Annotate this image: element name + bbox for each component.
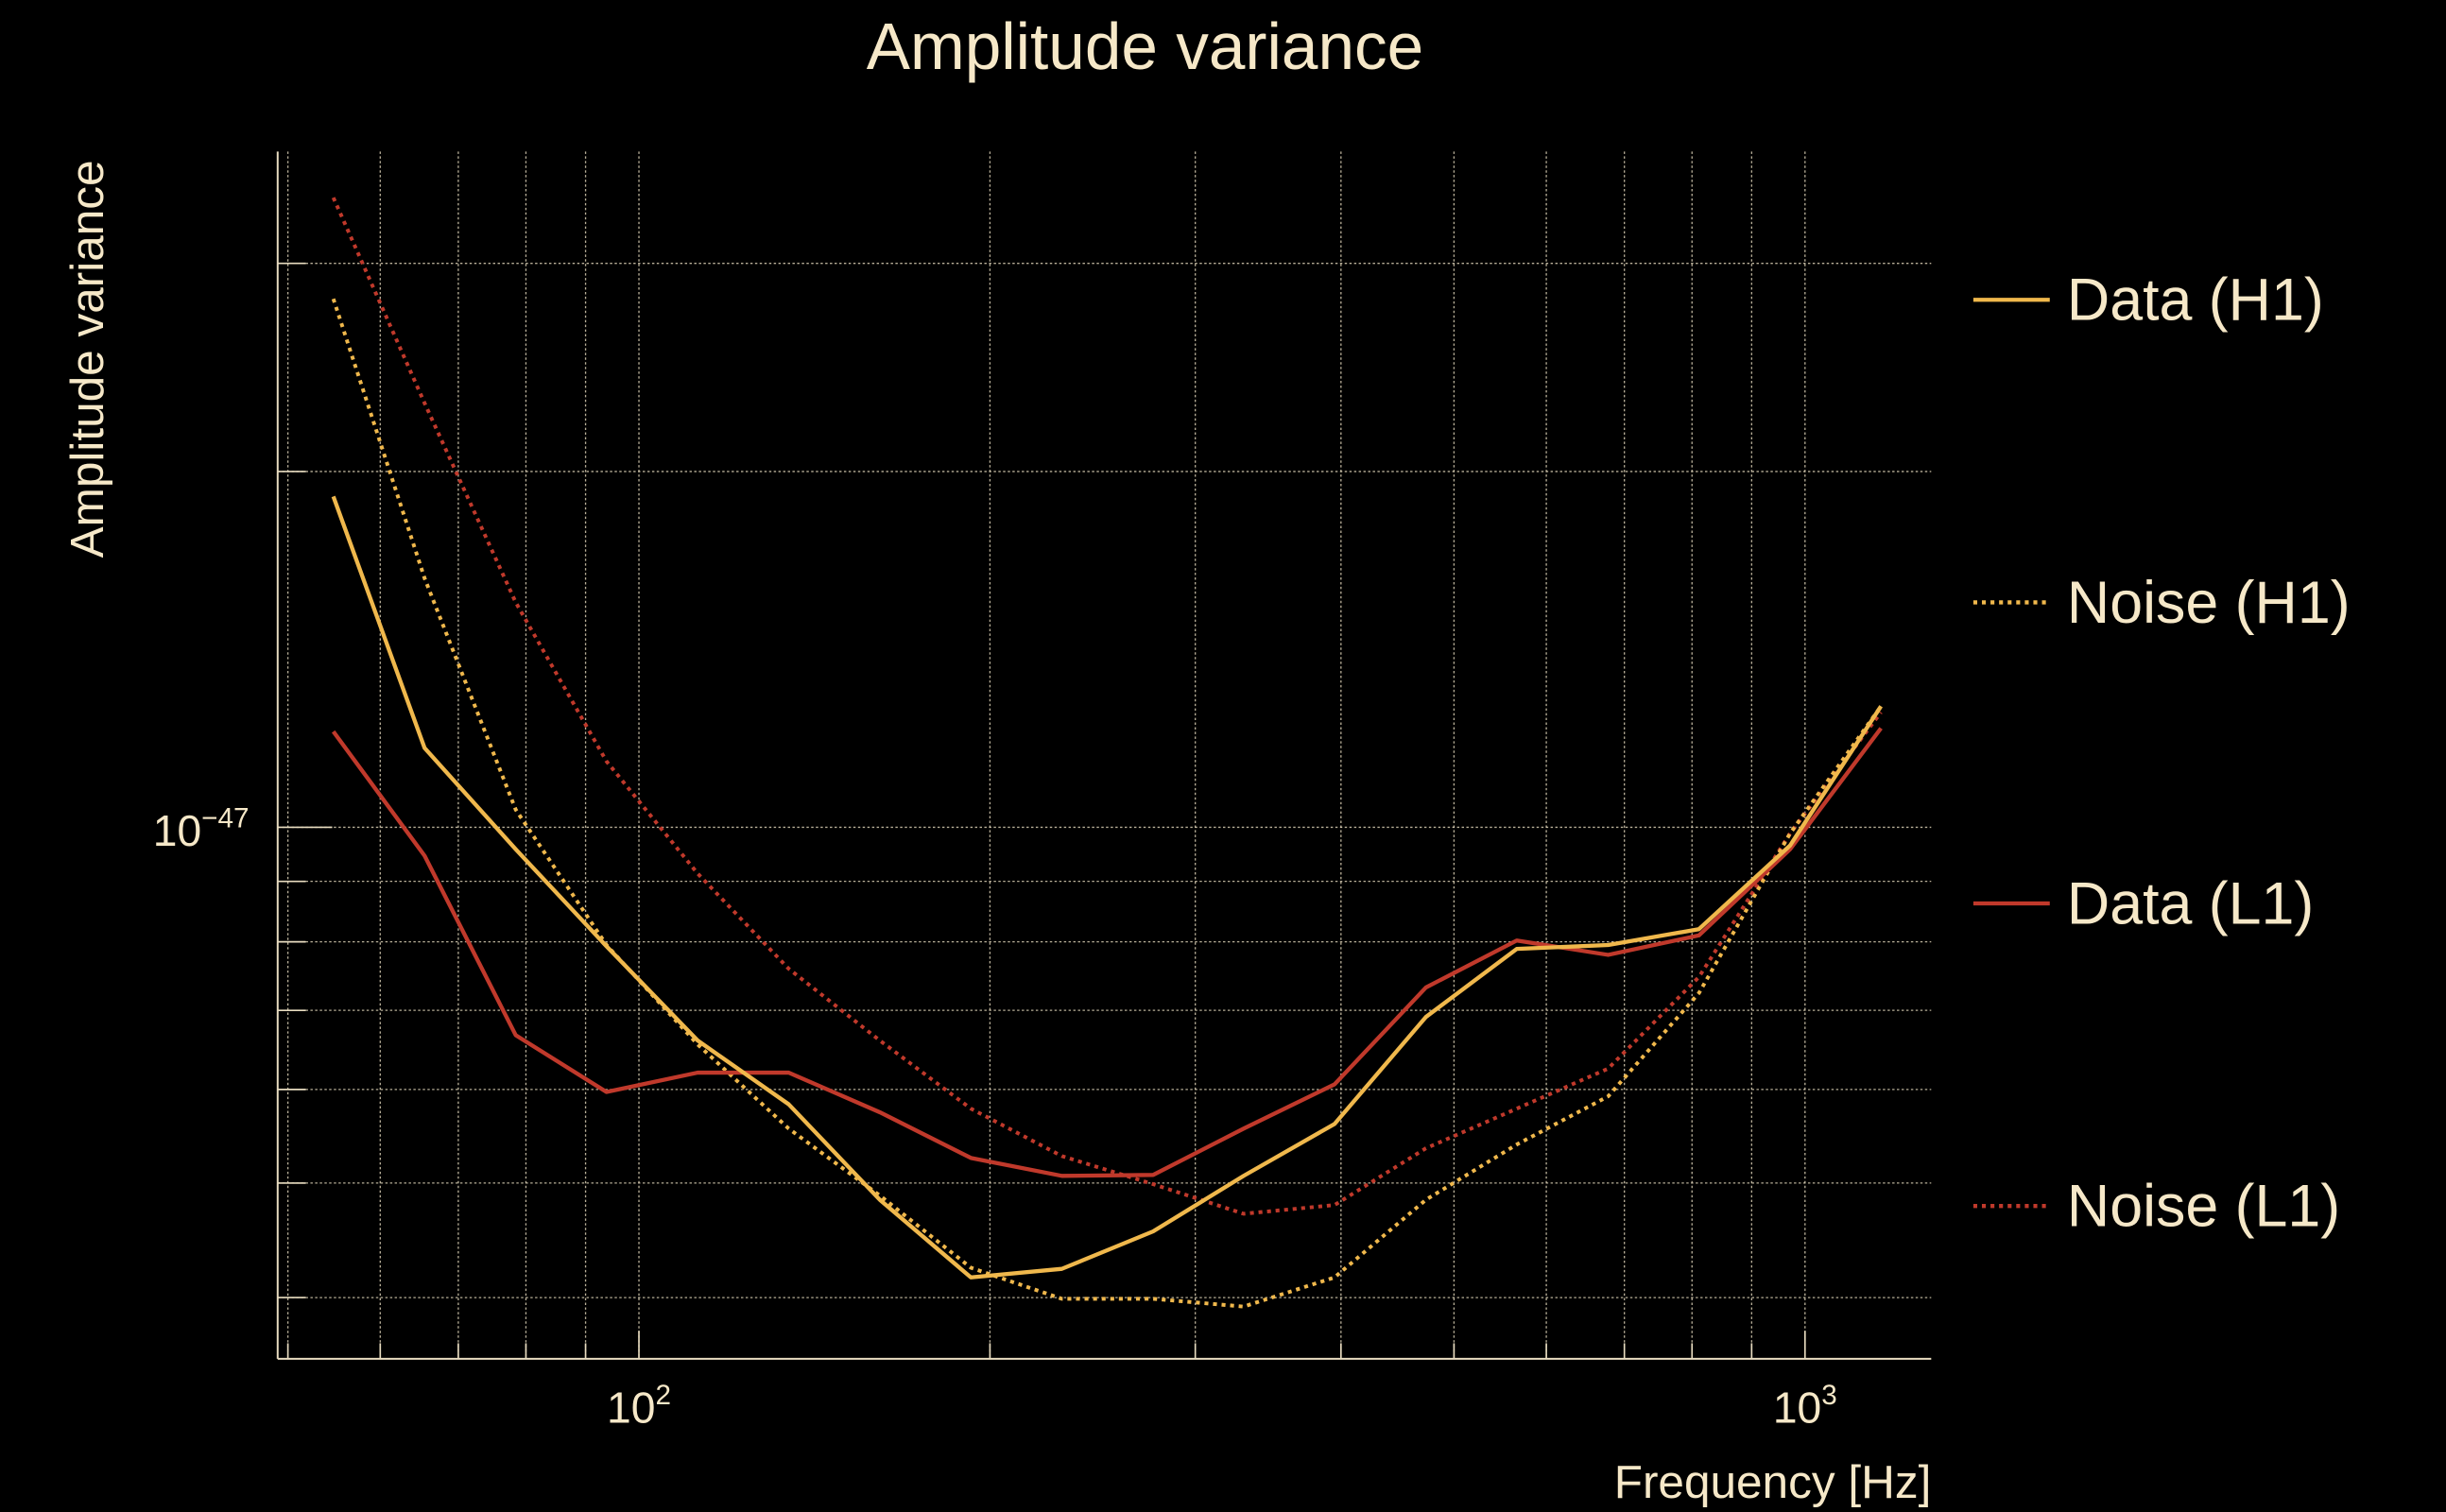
- series-line-noise-h1: [331, 298, 1883, 1309]
- legend-label: Noise (L1): [2067, 1174, 2340, 1240]
- chart-title: Amplitude variance: [867, 9, 1423, 83]
- grid: [276, 151, 1932, 1360]
- y-tick-label: 10−47: [153, 802, 250, 855]
- legend-label: Data (H1): [2067, 267, 2324, 334]
- x-tick-label: 103: [1773, 1380, 1837, 1433]
- series-line-data-l1: [331, 727, 1883, 1178]
- legend-label: Noise (H1): [2067, 570, 2351, 636]
- series-lines: [331, 197, 1883, 1309]
- x-axis-label: Frequency [Hz]: [1614, 1456, 1932, 1508]
- legend: Data (H1) Noise (H1) Data (L1) Noise (L1): [1972, 267, 2351, 1240]
- legend-label: Data (L1): [2067, 870, 2314, 936]
- series-line-noise-l1: [331, 197, 1883, 1216]
- y-axis-label: Amplitude variance: [61, 160, 113, 558]
- tick-labels: 102 103 10−47: [153, 802, 1837, 1432]
- series-line-data-h1: [331, 495, 1883, 1280]
- x-tick-label: 102: [607, 1380, 671, 1433]
